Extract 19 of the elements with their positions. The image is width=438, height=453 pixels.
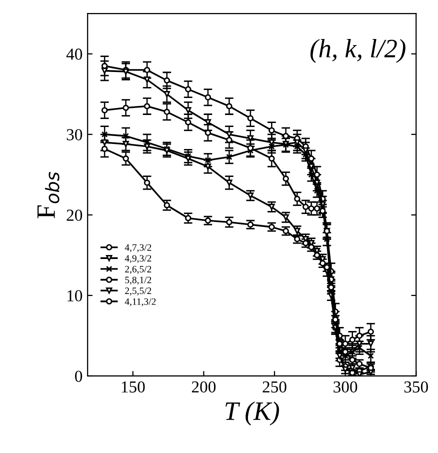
legend-label: 2,5,5/2 — [125, 288, 152, 296]
x-axis-title: T (K) — [226, 402, 280, 426]
legend-label: 5,8,1/2 — [125, 276, 152, 285]
y-tick-label: 40 — [66, 48, 82, 60]
x-tick-label: 200 — [192, 381, 216, 393]
y-tick-label: 30 — [66, 129, 82, 140]
y-tick-label: 20 — [66, 210, 82, 221]
legend-label: 4,9,3/2 — [124, 255, 152, 264]
legend-label: 4,11,3/2 — [124, 298, 156, 306]
x-tick-label: 250 — [262, 381, 286, 393]
x-tick-label: 150 — [122, 381, 145, 393]
y-axis-title: F$_{obs}$ — [37, 172, 60, 218]
legend-label: 4,7,3/2 — [124, 244, 152, 252]
legend-label: 2,6,5/2 — [125, 266, 152, 274]
annotation: (h, k, l/2) — [310, 38, 406, 63]
y-tick-label: 0 — [75, 370, 82, 382]
y-tick-label: 10 — [68, 290, 82, 302]
x-tick-label: 300 — [334, 381, 358, 393]
x-tick-label: 350 — [404, 381, 428, 393]
